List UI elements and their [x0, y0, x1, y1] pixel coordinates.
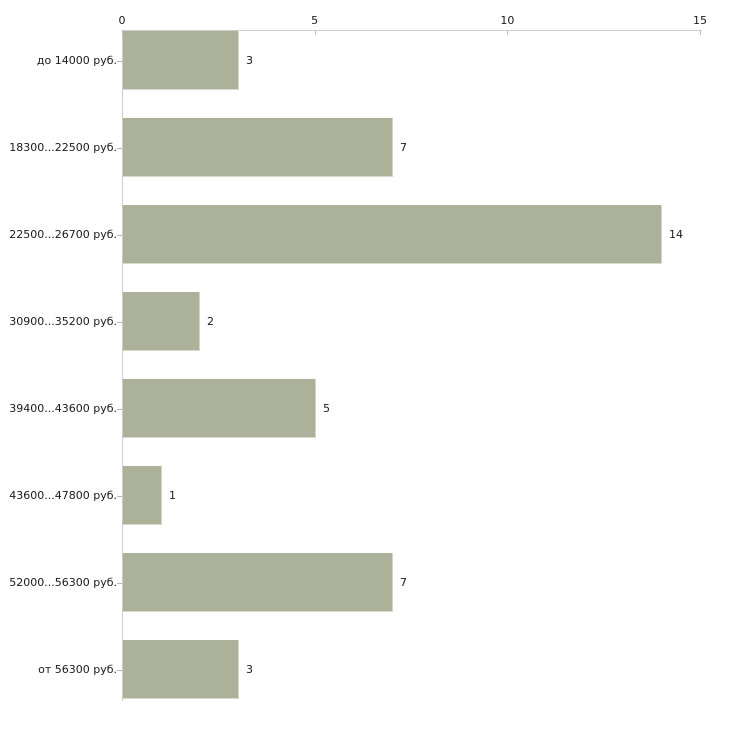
x-tick-mark — [507, 30, 509, 35]
x-tick-label: 5 — [311, 14, 319, 27]
category-label: 52000...56300 руб. — [9, 575, 117, 589]
category-label: 30900...35200 руб. — [9, 314, 117, 328]
bar — [123, 553, 393, 612]
category-label: 43600...47800 руб. — [9, 488, 117, 502]
x-tick-label: 0 — [118, 14, 126, 27]
bar — [123, 379, 316, 438]
y-tick-mark — [117, 321, 122, 323]
bar-value-label: 3 — [246, 662, 253, 676]
bar — [123, 466, 162, 525]
y-axis-line — [122, 30, 123, 701]
category-label: 18300...22500 руб. — [9, 140, 117, 154]
bar-value-label: 7 — [400, 140, 407, 154]
x-tick-mark — [700, 30, 701, 35]
bar — [123, 205, 662, 264]
y-tick-mark — [117, 60, 122, 62]
bar-value-label: 5 — [323, 401, 330, 415]
x-axis-line — [122, 30, 702, 31]
y-tick-mark — [117, 669, 122, 671]
bar-value-label: 2 — [207, 314, 214, 328]
bar-value-label: 1 — [169, 488, 176, 502]
x-tick-label: 15 — [693, 14, 707, 27]
category-label: 39400...43600 руб. — [9, 401, 117, 415]
bar — [123, 292, 200, 351]
bar — [123, 31, 239, 90]
category-label: от 56300 руб. — [38, 662, 117, 676]
x-tick-label: 10 — [500, 14, 515, 27]
y-tick-mark — [117, 234, 122, 236]
y-tick-mark — [117, 408, 122, 410]
bar-value-label: 14 — [669, 227, 683, 241]
bar — [123, 640, 239, 699]
x-tick-mark — [122, 30, 123, 35]
x-tick-mark — [314, 30, 316, 35]
category-label: до 14000 руб. — [36, 53, 117, 67]
category-label: 22500...26700 руб. — [9, 227, 117, 241]
y-tick-mark — [117, 147, 122, 149]
bar-value-label: 3 — [246, 53, 253, 67]
y-tick-mark — [117, 495, 122, 497]
y-tick-mark — [117, 582, 122, 584]
bar-value-label: 7 — [400, 575, 407, 589]
bar — [123, 118, 393, 177]
